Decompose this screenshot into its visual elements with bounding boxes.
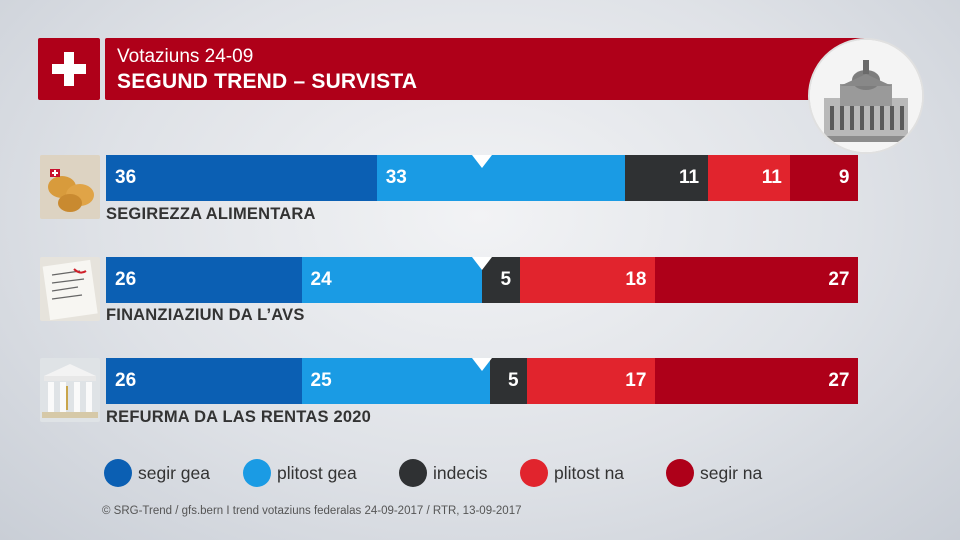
legend-swatch-segir-na — [666, 459, 694, 487]
data-label: 27 — [828, 269, 850, 290]
bar-segment-segir-na: 27 — [654, 257, 859, 303]
data-label: 11 — [761, 167, 782, 188]
chart-title: SEGUND TREND – SURVISTA — [117, 70, 418, 93]
data-label: 25 — [310, 370, 332, 391]
bar-segment-indecis: 5 — [489, 358, 528, 404]
row-label-segirezza-alimentara: SEGIREZZA ALIMENTARA — [106, 205, 316, 223]
row-label-refurma-rentas: REFURMA DA LAS RENTAS 2020 — [106, 408, 371, 426]
bar-segment-indecis: 11 — [624, 155, 709, 201]
legend-label-plitost-na: plitost na — [554, 463, 625, 483]
data-label: 9 — [838, 167, 850, 188]
chart-subtitle: Votaziuns 24-09 — [117, 46, 254, 67]
swiss-flag-icon — [38, 38, 100, 100]
legend-swatch-indecis — [399, 459, 427, 487]
majority-marker — [472, 155, 492, 168]
data-label: 26 — [115, 269, 137, 290]
building-columns-thumbnail — [40, 358, 100, 422]
data-label: 5 — [500, 269, 512, 290]
bar-segment-segir-gea: 26 — [106, 257, 303, 303]
bar-segment-plitost-gea: 33 — [376, 155, 626, 201]
title-banner: Votaziuns 24-09 SEGUND TREND – SURVISTA — [105, 38, 865, 100]
legend-label-segir-gea: segir gea — [138, 463, 210, 483]
bar-segment-plitost-na: 17 — [527, 358, 656, 404]
bread-rolls-thumbnail — [40, 155, 100, 219]
data-label: 11 — [679, 167, 700, 188]
bar-row-0: 36 33 11 11 9 — [106, 155, 859, 201]
data-label: 5 — [508, 370, 519, 391]
legend-label-indecis: indecis — [433, 463, 488, 483]
bar-segment-plitost-gea: 25 — [301, 358, 491, 404]
data-label: 17 — [625, 370, 647, 391]
legend-swatch-plitost-na — [520, 459, 548, 487]
data-label: 26 — [115, 370, 137, 391]
bar-segment-plitost-na: 11 — [707, 155, 791, 201]
bar-row-2: 26 25 5 17 27 — [106, 358, 859, 404]
source-footer: © SRG-Trend / gfs.bern I trend votaziuns… — [102, 505, 522, 517]
data-label: 36 — [115, 167, 137, 188]
parliament-building-icon — [808, 38, 924, 154]
legend-swatch-segir-gea — [104, 459, 132, 487]
legend-swatch-plitost-gea — [243, 459, 271, 487]
data-label: 33 — [385, 167, 407, 188]
bar-segment-segir-na: 9 — [790, 155, 859, 201]
data-label: 24 — [310, 269, 332, 290]
majority-marker — [472, 257, 492, 270]
data-label: 27 — [828, 370, 850, 391]
bar-segment-segir-gea: 26 — [106, 358, 303, 404]
majority-marker — [472, 358, 492, 371]
bar-row-1: 26 24 5 18 27 — [106, 257, 859, 303]
bar-segment-segir-na: 27 — [654, 358, 859, 404]
document-thumbnail — [40, 257, 100, 321]
bar-segment-segir-gea: 36 — [106, 155, 378, 201]
data-label: 18 — [625, 269, 647, 290]
row-label-finanziaziun-avs: FINANZIAZIUN DA L’AVS — [106, 306, 305, 324]
legend-label-plitost-gea: plitost gea — [277, 463, 357, 483]
legend-label-segir-na: segir na — [700, 463, 763, 483]
bar-segment-plitost-na: 18 — [519, 257, 656, 303]
bar-segment-plitost-gea: 24 — [301, 257, 483, 303]
